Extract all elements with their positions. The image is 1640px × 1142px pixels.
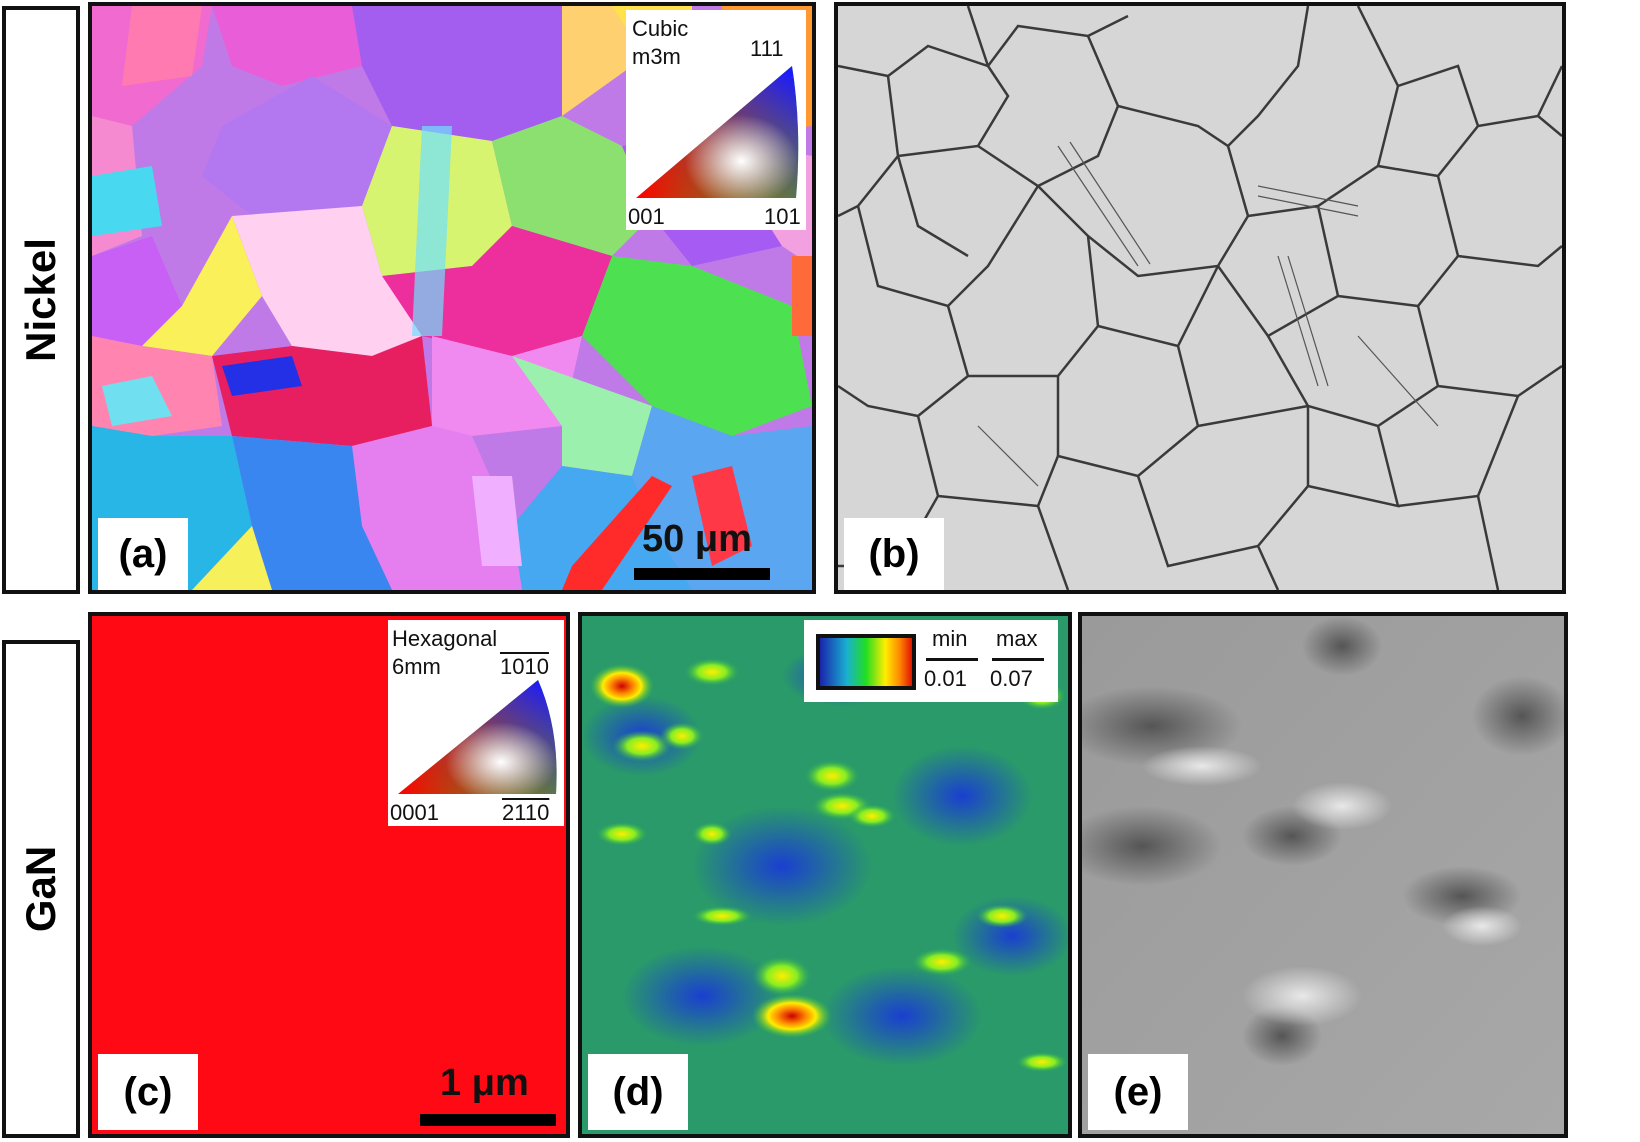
panel-a-ipf-wedge <box>636 66 799 198</box>
panel-a-tag: (a) <box>98 518 188 590</box>
panel-c-corner-top: 1010 <box>500 654 549 679</box>
panel-c-corner-right: 2110 <box>502 800 550 825</box>
row-label-gan-text: GaN <box>17 845 65 933</box>
panel-a-legend-title-1: Cubic <box>632 16 689 41</box>
panel-d-colorbar <box>816 634 916 690</box>
panel-c-tag: (c) <box>98 1054 198 1130</box>
panel-d-heatmap: min 0.01 max 0.07 (d) <box>578 612 1072 1138</box>
panel-a-ipf-legend: Cubic m3m 111 001 101 <box>626 10 806 230</box>
panel-a-corner-left: 001 <box>628 204 665 229</box>
panel-c-ipf-wedge <box>398 680 557 794</box>
panel-e-sem-image: (e) <box>1078 612 1568 1138</box>
panel-d-max-label: max <box>996 626 1038 651</box>
panel-a-ipf-map: Cubic m3m 111 001 101 (a) 50 μm <box>88 2 816 594</box>
panel-d-min-label: min <box>932 626 968 651</box>
panel-b-tag: (b) <box>844 518 944 590</box>
panel-a-scalebar <box>634 568 770 580</box>
panel-d-min-value: 0.01 <box>924 666 967 691</box>
panel-c-ipf-legend: Hexagonal 6mm 1010 0001 2110 <box>388 620 564 826</box>
panel-c-corner-left: 0001 <box>390 800 439 825</box>
row-label-gan: GaN <box>2 640 80 1138</box>
panel-d-max-value: 0.07 <box>990 666 1033 691</box>
panel-c-ipf-map: Hexagonal 6mm 1010 0001 2110 (c) 1 μm <box>88 612 570 1138</box>
panel-d-min-rule <box>926 658 978 661</box>
row-label-nickel: Nickel <box>2 6 80 594</box>
panel-a-corner-top: 111 <box>750 36 784 61</box>
panel-e-tag: (e) <box>1088 1054 1188 1130</box>
panel-d-colorbar-legend: min 0.01 max 0.07 <box>804 620 1058 702</box>
panel-d-tag: (d) <box>588 1054 688 1130</box>
panel-c-scalebar <box>420 1114 556 1126</box>
panel-d-max-rule <box>992 658 1044 661</box>
panel-a-corner-right: 101 <box>764 204 801 229</box>
panel-e-image <box>1082 616 1564 1134</box>
panel-b-image <box>838 6 1562 590</box>
panel-b-grain-image: (b) <box>834 2 1566 594</box>
panel-a-scalebar-label: 50 μm <box>642 518 752 560</box>
panel-c-legend-title-2: 6mm <box>392 654 441 679</box>
panel-c-legend-title-1: Hexagonal <box>392 626 498 651</box>
panel-a-legend-title-2: m3m <box>632 44 681 69</box>
row-label-nickel-text: Nickel <box>17 238 64 362</box>
panel-c-scalebar-label: 1 μm <box>440 1062 529 1104</box>
